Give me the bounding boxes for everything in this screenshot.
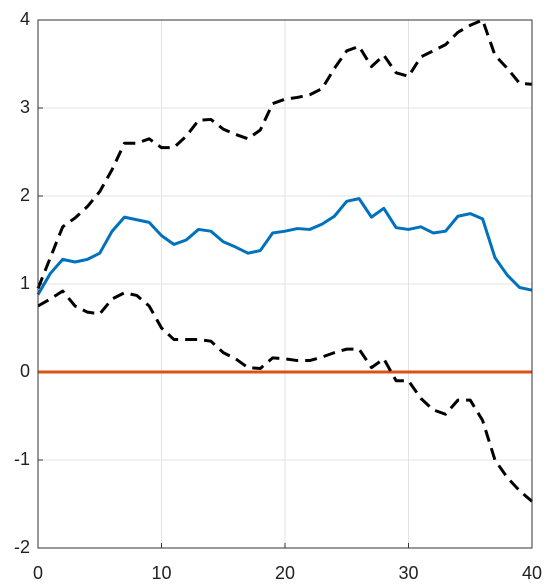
y-tick-label: -2: [14, 537, 30, 557]
series-line: [36, 197, 533, 296]
y-tick-label: 1: [20, 273, 30, 293]
series-line: [36, 18, 533, 289]
y-tick-label: 0: [20, 361, 30, 381]
x-tick-label: 20: [275, 563, 295, 583]
y-tick-label: 3: [20, 97, 30, 117]
x-tick-label: 10: [151, 563, 171, 583]
plot-frame: [37, 19, 533, 549]
y-tick-label: 4: [20, 9, 30, 29]
x-tick-label: 0: [33, 563, 43, 583]
y-tick-label: -1: [14, 449, 30, 469]
x-tick-label: 40: [522, 563, 542, 583]
series-line: [37, 289, 533, 503]
y-tick-label: 2: [20, 185, 30, 205]
x-tick-label: 30: [398, 563, 418, 583]
